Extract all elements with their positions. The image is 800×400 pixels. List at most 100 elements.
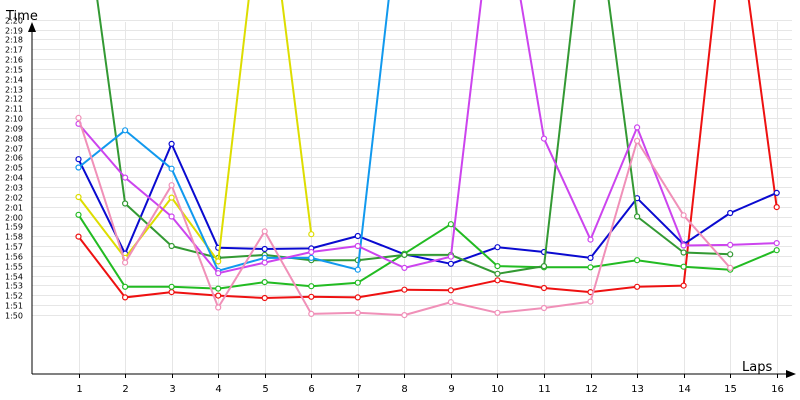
y-tick-label: 1:57 bbox=[5, 243, 23, 252]
data-point bbox=[261, 259, 268, 266]
series-8 bbox=[75, 114, 734, 319]
data-point bbox=[587, 254, 594, 261]
data-point bbox=[633, 257, 641, 264]
y-tick-label: 2:04 bbox=[5, 174, 23, 183]
data-point bbox=[494, 263, 501, 270]
y-tick-label: 2:16 bbox=[5, 56, 23, 65]
y-tick-label: 1:53 bbox=[5, 282, 23, 291]
data-point bbox=[354, 232, 361, 240]
data-point bbox=[168, 140, 175, 147]
grid-lines bbox=[32, 20, 792, 374]
x-tick-label: 2 bbox=[122, 384, 128, 395]
x-tick-label: 14 bbox=[678, 384, 691, 395]
data-point bbox=[215, 304, 222, 311]
data-point bbox=[540, 304, 548, 312]
data-point bbox=[540, 263, 548, 270]
x-tick-label: 6 bbox=[308, 384, 314, 395]
data-point bbox=[354, 266, 361, 273]
axes bbox=[28, 22, 796, 378]
x-axis-title: Laps bbox=[742, 360, 772, 375]
y-tick-label: 1:56 bbox=[5, 253, 23, 262]
x-tick-label: 1 bbox=[76, 384, 82, 395]
x-tick-label: 7 bbox=[355, 384, 361, 395]
x-tick-label: 10 bbox=[491, 384, 504, 395]
data-point bbox=[494, 309, 501, 316]
data-point bbox=[680, 263, 687, 270]
y-tick-label: 2:02 bbox=[5, 194, 23, 203]
data-point bbox=[680, 249, 687, 256]
data-point bbox=[121, 200, 129, 207]
y-tick-label: 2:00 bbox=[5, 214, 23, 223]
y-tick-label: 2:11 bbox=[5, 105, 23, 114]
data-point bbox=[308, 254, 315, 261]
x-tick-label: 4 bbox=[215, 384, 221, 395]
x-tick-label: 13 bbox=[631, 384, 644, 395]
x-tick-label: 5 bbox=[262, 384, 268, 395]
series-6 bbox=[75, 0, 390, 274]
data-point bbox=[121, 174, 129, 181]
y-tick-label: 2:06 bbox=[5, 154, 23, 163]
series-line bbox=[77, 0, 390, 272]
series-layer bbox=[75, 0, 780, 319]
x-tick-label: 15 bbox=[724, 384, 737, 395]
y-tick-label: 2:20 bbox=[5, 17, 23, 26]
y-tick-label: 1:59 bbox=[5, 223, 23, 232]
data-point bbox=[727, 241, 734, 248]
y-tick-label: 1:58 bbox=[5, 233, 23, 242]
data-point bbox=[121, 259, 129, 266]
y-tick-label: 1:55 bbox=[5, 263, 23, 272]
y-tick-label: 2:15 bbox=[5, 66, 23, 75]
data-point bbox=[308, 231, 315, 238]
data-point bbox=[215, 258, 222, 265]
data-point bbox=[401, 286, 408, 293]
data-point bbox=[168, 165, 175, 172]
x-tick-label: 3 bbox=[169, 384, 175, 395]
data-point bbox=[261, 294, 268, 302]
data-point bbox=[401, 264, 408, 271]
y-axis-ticks: 1:501:511:521:531:541:551:561:571:581:59… bbox=[5, 17, 23, 321]
y-tick-label: 2:19 bbox=[5, 27, 23, 36]
data-point bbox=[168, 242, 175, 250]
data-point bbox=[494, 277, 501, 284]
x-axis-ticks: 1 2 3 4 5 6 7 8 9 10 11 12 13 14 15 16 bbox=[76, 374, 784, 395]
x-tick-label: 16 bbox=[771, 384, 784, 395]
y-tick-label: 2:18 bbox=[5, 36, 23, 45]
data-point bbox=[168, 182, 175, 189]
data-point bbox=[494, 270, 501, 277]
series-line bbox=[77, 142, 778, 265]
data-point bbox=[215, 292, 222, 299]
x-tick-label: 8 bbox=[401, 384, 407, 395]
data-point bbox=[168, 194, 175, 201]
data-point bbox=[447, 260, 454, 267]
data-point bbox=[773, 247, 780, 254]
data-point bbox=[75, 164, 82, 171]
data-point bbox=[447, 221, 454, 228]
data-point bbox=[680, 242, 687, 249]
y-tick-label: 2:13 bbox=[5, 86, 23, 95]
series-line bbox=[77, 214, 778, 290]
data-point bbox=[494, 244, 501, 251]
data-point bbox=[261, 228, 268, 235]
data-point bbox=[633, 213, 641, 220]
series-1 bbox=[75, 0, 780, 302]
y-tick-label: 2:12 bbox=[5, 95, 23, 104]
data-point bbox=[215, 270, 222, 277]
data-point bbox=[354, 309, 361, 316]
data-point bbox=[447, 299, 454, 306]
x-tick-label: 11 bbox=[538, 384, 551, 395]
data-point bbox=[308, 248, 315, 256]
y-tick-label: 2:17 bbox=[5, 46, 23, 55]
y-tick-label: 2:14 bbox=[5, 76, 23, 85]
y-tick-label: 1:51 bbox=[5, 302, 23, 311]
x-tick-label: 12 bbox=[585, 384, 598, 395]
data-point bbox=[727, 264, 734, 271]
y-axis-title: Time bbox=[5, 9, 38, 24]
data-point bbox=[354, 242, 361, 250]
data-point bbox=[401, 251, 408, 258]
data-point bbox=[308, 293, 315, 300]
data-point bbox=[633, 124, 641, 131]
data-point bbox=[633, 283, 641, 290]
series-line bbox=[77, 0, 313, 263]
data-point bbox=[308, 310, 315, 317]
